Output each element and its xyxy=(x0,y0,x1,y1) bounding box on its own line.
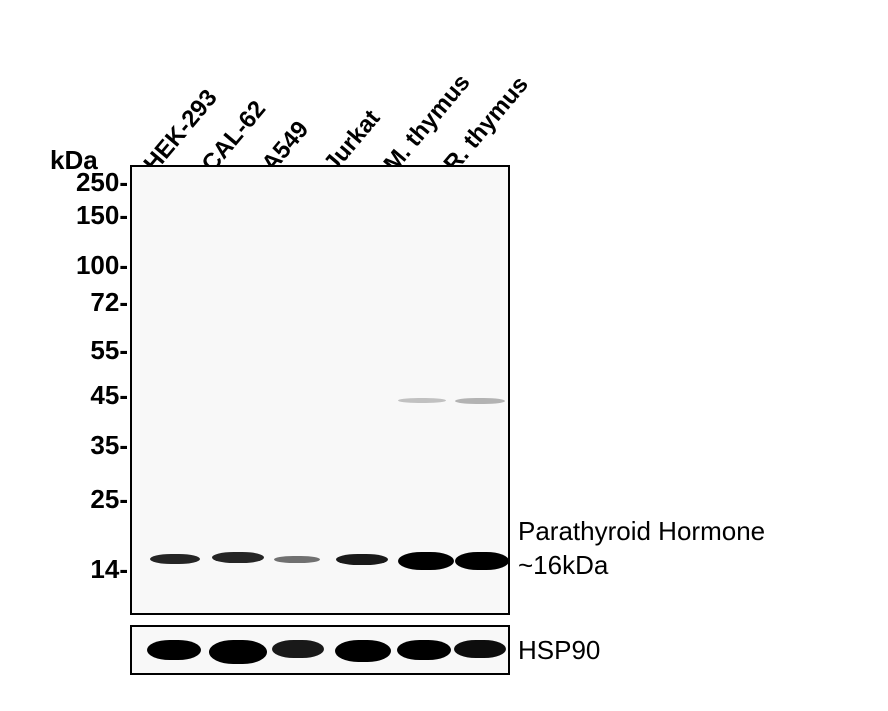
main-blot-box xyxy=(130,165,510,615)
mw-marker: 35- xyxy=(30,430,128,461)
mw-marker-tick: - xyxy=(119,380,128,410)
western-blot-figure: kDa HEK-293CAL-62A549JurkatM. thymusR. t… xyxy=(0,0,888,711)
mw-marker-tick: - xyxy=(119,430,128,460)
target-band xyxy=(212,552,264,563)
mw-marker-tick: - xyxy=(119,484,128,514)
annotation-label: HSP90 xyxy=(518,635,600,666)
mw-marker-value: 55 xyxy=(90,335,119,365)
target-band xyxy=(455,552,509,570)
mw-marker-tick: - xyxy=(119,200,128,230)
mw-marker-tick: - xyxy=(119,335,128,365)
mw-marker: 45- xyxy=(30,380,128,411)
mw-marker-value: 14 xyxy=(90,554,119,584)
mw-marker: 72- xyxy=(30,287,128,318)
mw-marker: 250- xyxy=(30,167,128,198)
target-band xyxy=(398,552,454,570)
mw-marker-value: 150 xyxy=(76,200,119,230)
mw-marker: 100- xyxy=(30,250,128,281)
loading-band xyxy=(147,640,201,660)
loading-band xyxy=(209,640,267,664)
target-band xyxy=(274,556,320,563)
mw-marker: 14- xyxy=(30,554,128,585)
mw-marker: 55- xyxy=(30,335,128,366)
target-band xyxy=(150,554,200,564)
mw-marker-value: 35 xyxy=(90,430,119,460)
nonspecific-band xyxy=(455,398,505,404)
loading-band xyxy=(397,640,451,660)
loading-band xyxy=(272,640,324,658)
annotation-label: ~16kDa xyxy=(518,550,608,581)
mw-marker-value: 45 xyxy=(90,380,119,410)
mw-marker-tick: - xyxy=(119,287,128,317)
loading-band xyxy=(454,640,506,658)
mw-marker: 150- xyxy=(30,200,128,231)
mw-marker-tick: - xyxy=(119,554,128,584)
loading-band xyxy=(335,640,391,662)
target-band xyxy=(336,554,388,565)
mw-marker-value: 72 xyxy=(90,287,119,317)
mw-marker-tick: - xyxy=(119,250,128,280)
mw-marker-value: 25 xyxy=(90,484,119,514)
mw-marker-value: 250 xyxy=(76,167,119,197)
mw-marker-value: 100 xyxy=(76,250,119,280)
annotation-label: Parathyroid Hormone xyxy=(518,516,765,547)
mw-marker: 25- xyxy=(30,484,128,515)
nonspecific-band xyxy=(398,398,446,403)
mw-marker-tick: - xyxy=(119,167,128,197)
